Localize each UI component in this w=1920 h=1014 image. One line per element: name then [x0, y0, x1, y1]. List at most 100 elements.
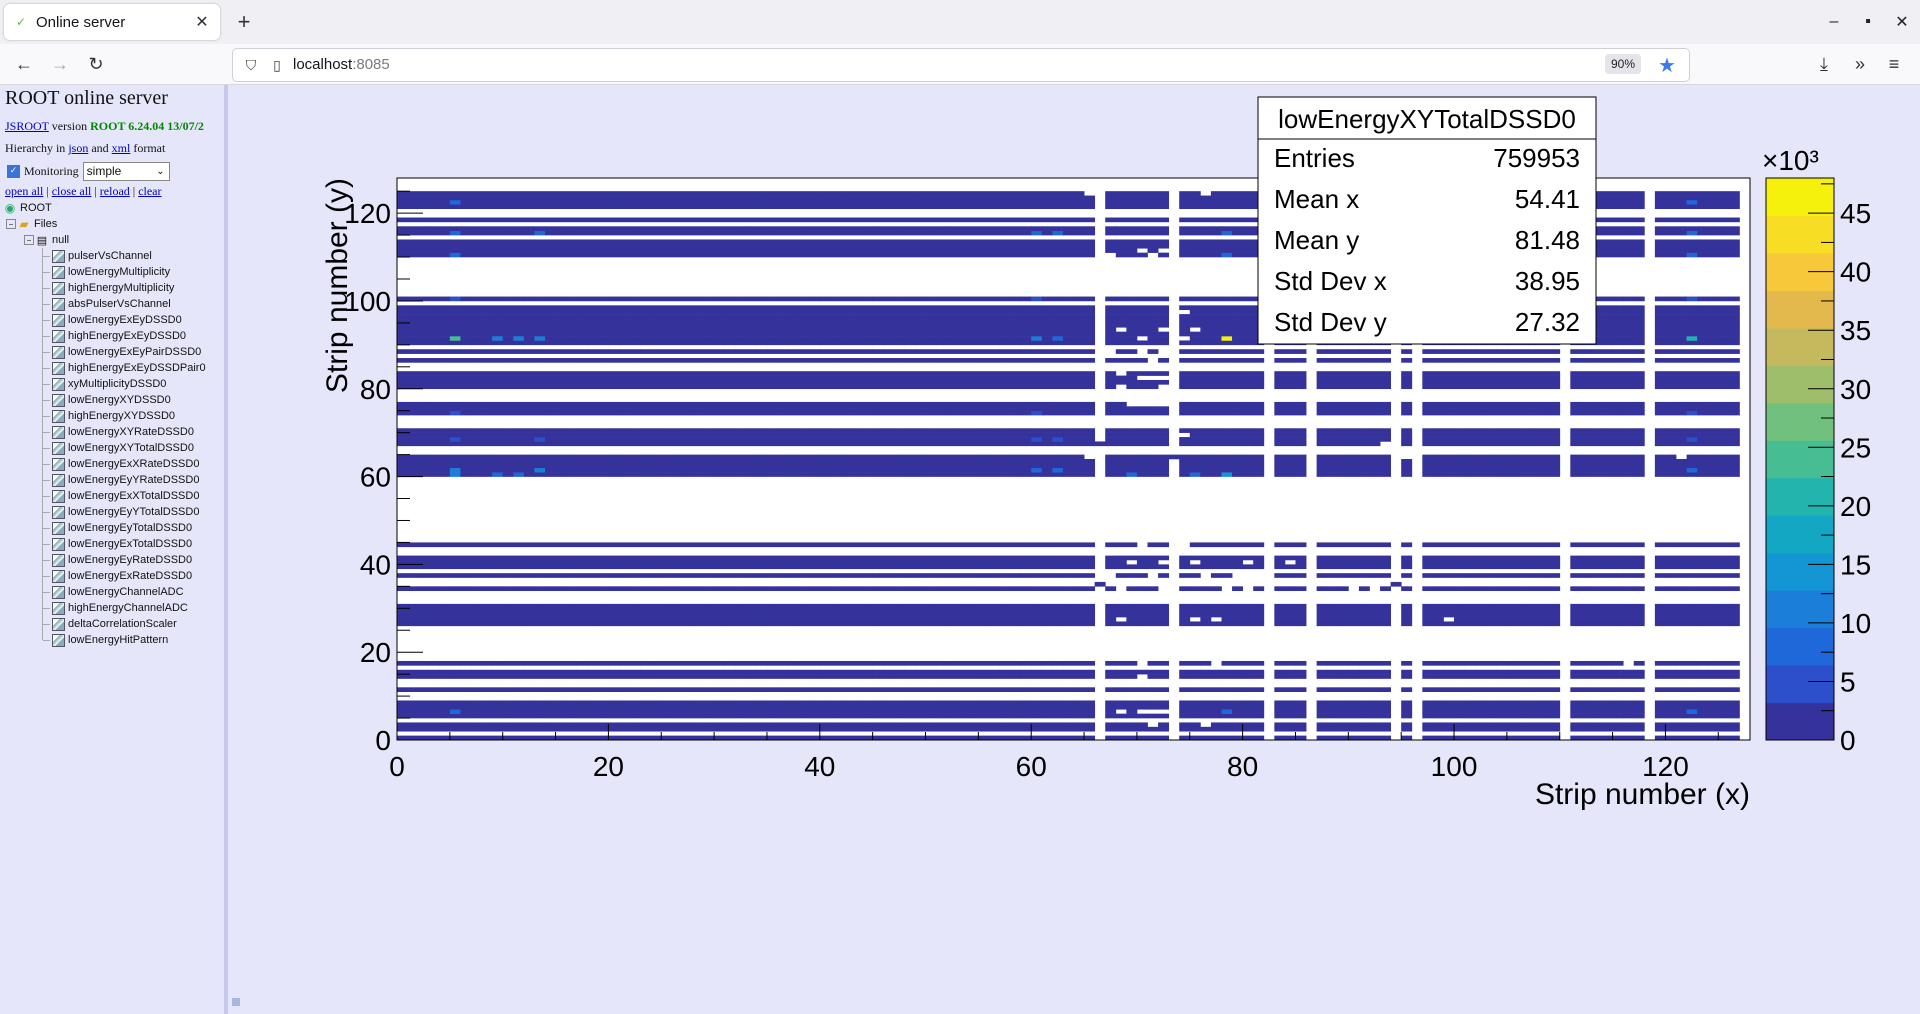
- splitter[interactable]: [224, 85, 228, 1014]
- xml-link[interactable]: xml: [111, 141, 131, 155]
- heatmap-cell: [523, 722, 535, 728]
- tree-item[interactable]: lowEnergyExTotalDSSD0: [52, 536, 192, 552]
- folder-icon: ▰: [19, 217, 29, 231]
- heatmap-cell: [1158, 713, 1170, 719]
- tree-item[interactable]: xyMultiplicityDSSD0: [52, 376, 166, 392]
- heatmap-cell: [1432, 709, 1444, 714]
- tree-item[interactable]: highEnergyExEyDSSD0: [52, 328, 186, 344]
- tree-item[interactable]: highEnergyMultiplicity: [52, 280, 174, 296]
- jsroot-link[interactable]: JSROOT: [5, 119, 49, 133]
- tree-item[interactable]: lowEnergyHitPattern: [52, 632, 168, 648]
- close-all-link[interactable]: close all: [51, 184, 92, 198]
- bookmark-star-icon[interactable]: ★: [1658, 54, 1676, 77]
- heatmap-cell: [428, 726, 440, 732]
- maximize-icon[interactable]: ▪: [1865, 13, 1871, 30]
- clear-link[interactable]: clear: [138, 184, 162, 198]
- heatmap-cell: [1686, 687, 1698, 692]
- heatmap-cell: [492, 542, 504, 548]
- open-all-link[interactable]: open all: [5, 184, 44, 198]
- heatmap-cell: [1528, 559, 1539, 565]
- overflow-icon[interactable]: »: [1854, 53, 1865, 74]
- heatmap-cell: [629, 472, 641, 477]
- tree-item[interactable]: highEnergyChannelADC: [52, 600, 188, 616]
- heatmap-cell: [470, 467, 482, 473]
- heatmap-cell: [1454, 441, 1465, 447]
- tree-item[interactable]: lowEnergyXYDSSD0: [52, 392, 171, 408]
- heatmap-cell: [1337, 472, 1349, 477]
- forward-icon[interactable]: →: [51, 53, 69, 74]
- monitoring-select[interactable]: simple ⌄: [82, 162, 170, 181]
- menu-icon[interactable]: ≡: [1888, 53, 1900, 74]
- heatmap-cell: [830, 704, 842, 710]
- heatmap-cell: [1506, 687, 1518, 692]
- heatmap-cell: [1284, 441, 1296, 447]
- heatmap-cell: [608, 441, 620, 447]
- tree-item[interactable]: deltaCorrelationScaler: [52, 616, 177, 632]
- url-text[interactable]: localhost:8085: [293, 56, 390, 73]
- tree-item[interactable]: lowEnergyExRateDSSD0: [52, 568, 192, 584]
- tree-root[interactable]: ◉ ROOT: [4, 200, 52, 216]
- heatmap-cell: [1242, 709, 1254, 714]
- heatmap-cell: [1115, 463, 1127, 469]
- heatmap-cell: [1443, 660, 1455, 666]
- heatmap-cell: [407, 463, 419, 469]
- tree-item[interactable]: highEnergyXYDSSD0: [52, 408, 175, 424]
- tree-item[interactable]: lowEnergyXYTotalDSSD0: [52, 440, 194, 456]
- heatmap-cell: [1062, 608, 1074, 613]
- tree-null[interactable]: − ▤ null: [24, 232, 69, 248]
- collapse-icon[interactable]: −: [6, 219, 16, 229]
- address-bar[interactable]: ⛉ ▯ localhost:8085 90% ★: [232, 48, 1690, 82]
- zoom-badge[interactable]: 90%: [1604, 54, 1641, 74]
- new-tab-button[interactable]: +: [237, 9, 251, 34]
- tree-item[interactable]: lowEnergyEyYRateDSSD0: [52, 472, 199, 488]
- heatmap-cell: [766, 617, 778, 622]
- tree-item[interactable]: lowEnergyExXRateDSSD0: [52, 456, 199, 472]
- heatmap-cell: [936, 432, 948, 438]
- heatmap-cell: [1591, 726, 1603, 732]
- tree-item[interactable]: pulserVsChannel: [52, 248, 152, 264]
- tree-item[interactable]: lowEnergyChannelADC: [52, 584, 184, 600]
- heatmap-cell: [1676, 410, 1687, 416]
- reload-icon[interactable]: ↻: [88, 53, 104, 74]
- heatmap-cell: [1591, 432, 1603, 438]
- tree-item[interactable]: lowEnergyXYRateDSSD0: [52, 424, 194, 440]
- collapse-icon[interactable]: −: [24, 235, 34, 245]
- heatmap-cell: [1105, 454, 1117, 460]
- heatmap-cell: [1242, 410, 1254, 416]
- heatmap-cell: [735, 709, 747, 714]
- heatmap-cell: [904, 542, 916, 548]
- heatmap-cell: [862, 722, 874, 728]
- heatmap-cell: [1210, 463, 1222, 469]
- close-tab-icon[interactable]: ✕: [195, 14, 209, 31]
- monitoring-checkbox[interactable]: ✓: [7, 165, 20, 178]
- heatmap-cell: [1549, 401, 1561, 407]
- tree-files[interactable]: − ▰ Files: [6, 216, 57, 232]
- tree-item[interactable]: lowEnergyEyTotalDSSD0: [52, 520, 192, 536]
- close-window-icon[interactable]: ✕: [1895, 14, 1909, 31]
- reload-link[interactable]: reload: [99, 184, 130, 198]
- tree-item[interactable]: lowEnergyExEyDSSD0: [52, 312, 182, 328]
- tree-item[interactable]: lowEnergyEyYTotalDSSD0: [52, 504, 199, 520]
- tree-item[interactable]: lowEnergyExEyPairDSSD0: [52, 344, 201, 360]
- heatmap-cell: [629, 459, 641, 464]
- heatmap-cell: [661, 722, 673, 728]
- browser-tab[interactable]: ✓ Online server ✕: [4, 4, 220, 40]
- heatmap-cell: [1369, 375, 1381, 381]
- heatmap-cell: [1158, 371, 1170, 376]
- back-icon[interactable]: ←: [15, 53, 33, 74]
- tree-item[interactable]: lowEnergyExXTotalDSSD0: [52, 488, 199, 504]
- json-link[interactable]: json: [68, 141, 89, 155]
- minimize-icon[interactable]: –: [1829, 13, 1839, 30]
- heatmap-cell: [1284, 410, 1296, 416]
- shield-icon[interactable]: ⛉: [245, 56, 257, 73]
- heatmap-cell: [439, 437, 451, 442]
- downloads-icon[interactable]: ⤓: [1820, 53, 1828, 74]
- page-icon[interactable]: ▯: [267, 55, 287, 75]
- tree-item[interactable]: highEnergyExEyDSSDPair0: [52, 360, 206, 376]
- tree-item[interactable]: lowEnergyEyRateDSSD0: [52, 552, 192, 568]
- tree-item[interactable]: lowEnergyMultiplicity: [52, 264, 170, 280]
- heatmap-cell: [883, 379, 895, 385]
- heatmap-cell: [883, 621, 895, 627]
- tree-item[interactable]: absPulserVsChannel: [52, 296, 171, 312]
